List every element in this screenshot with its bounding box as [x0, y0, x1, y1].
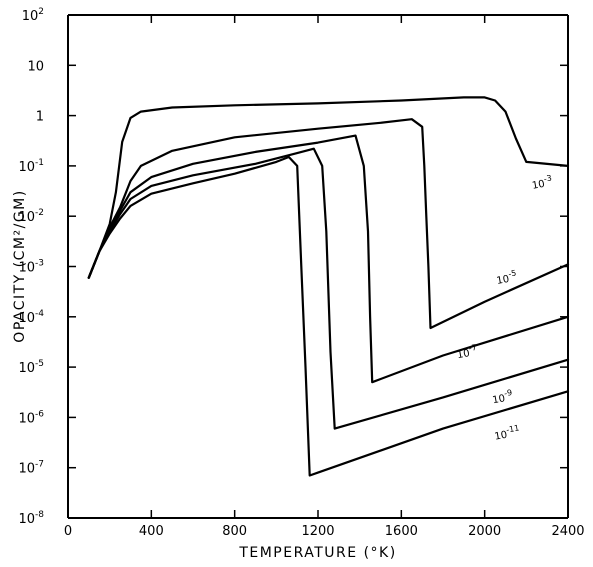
y-tick-label: 1 — [36, 110, 44, 125]
series-label-5: 10-11 — [493, 423, 521, 442]
x-axis-title: TEMPERATURE (°K) — [238, 545, 396, 561]
x-tick-label: 800 — [222, 524, 247, 539]
plot-frame — [67, 14, 569, 519]
y-tick-label: 10-3 — [18, 259, 44, 276]
y-tick-label: 10-7 — [18, 460, 44, 477]
x-tick-label: 2000 — [468, 524, 501, 539]
series-label-1: 10-3 — [530, 173, 553, 191]
y-tick-label: 10 — [27, 59, 44, 74]
y-tick-label: 10-2 — [18, 208, 44, 225]
series-line-3 — [87, 134, 570, 384]
x-ticks: 0 400 800 1200 1600 2000 2400 — [64, 15, 585, 539]
y-tick-label: 10-5 — [18, 359, 44, 376]
x-tick-label: 1200 — [301, 524, 334, 539]
x-tick-label: 1600 — [385, 524, 418, 539]
y-tick-label: 10-1 — [18, 158, 44, 175]
y-tick-label: 10-4 — [18, 309, 44, 326]
series-line-4 — [87, 147, 570, 430]
y-tick-label: 10-8 — [18, 510, 44, 527]
x-tick-label: 0 — [64, 524, 72, 539]
x-tick-label: 2400 — [551, 524, 584, 539]
y-tick-label: 102 — [22, 7, 44, 24]
series-label-3: 10-7 — [455, 343, 478, 361]
series-lines — [87, 96, 570, 477]
y-tick-label: 10-6 — [18, 409, 44, 426]
series-line-1 — [87, 96, 570, 279]
series-line-5 — [87, 155, 570, 477]
series-labels: 10-3 10-5 10-7 10-9 10-11 — [455, 173, 553, 442]
series-label-2: 10-5 — [495, 269, 518, 287]
series-line-2 — [87, 118, 570, 330]
series-label-4: 10-9 — [491, 388, 514, 406]
y-axis-title: OPACITY (CM²/GM) — [12, 189, 28, 342]
x-tick-label: 400 — [139, 524, 164, 539]
